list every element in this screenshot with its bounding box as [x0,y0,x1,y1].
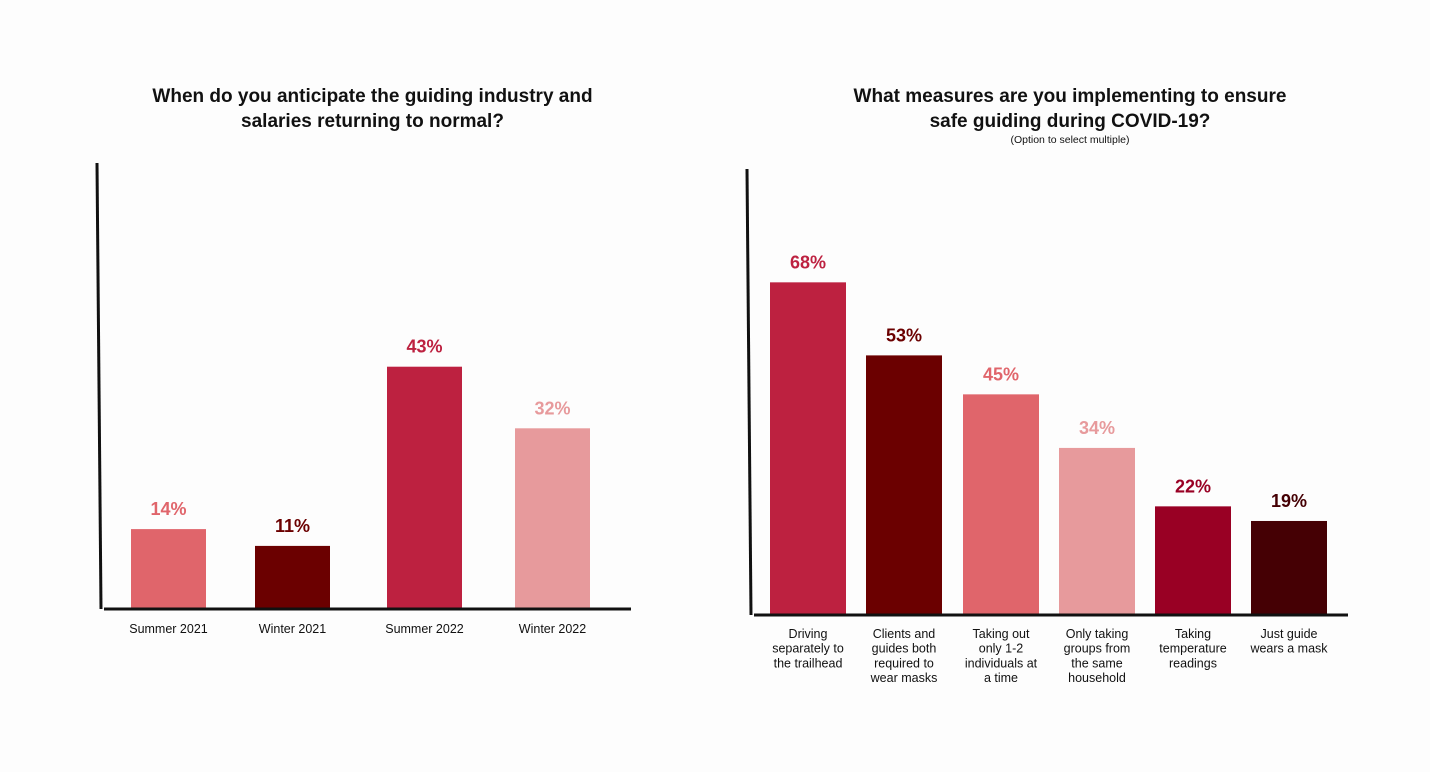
bar-value-label: 53% [886,325,922,345]
chart-2-subtitle: (Option to select multiple) [1010,134,1130,146]
category-label: Winter 2022 [519,622,586,636]
bar [387,366,462,608]
bar-value-label: 14% [150,499,186,519]
category-label: Just guide wears a mask [1249,627,1328,656]
bar-value-label: 43% [406,337,442,357]
category-label: Summer 2021 [129,622,208,636]
chart-1-title: When do you anticipate the guiding indus… [152,86,593,132]
category-label: Only taking groups from the same household [1064,627,1131,685]
bar-value-label: 68% [790,252,826,272]
chart-1: 14% Summer 2021 11% Winter 2021 43% Summer 20… [95,162,631,636]
bar [1155,506,1231,614]
bar-value-label: 34% [1079,418,1115,438]
bar [770,282,846,614]
category-label: Winter 2021 [259,622,326,636]
y-axis-line [95,162,103,610]
category-label: Clients and guides both required to wear ma… [870,627,938,685]
category-label: Summer 2022 [385,622,464,636]
category-label: Driving separately to the trailhead [772,627,844,670]
bar-value-label: 22% [1175,476,1211,496]
category-label: Taking out only 1-2 individuals at a time [965,627,1038,685]
chart-2: 68% Driving separately to the trailhead 53% C… [745,168,1348,685]
bar [963,394,1039,614]
category-label: Taking temperature readings [1159,627,1226,670]
bar [1059,447,1135,614]
y-axis-line [745,168,753,616]
bar [255,545,330,608]
bar-value-label: 32% [534,398,570,418]
bar-value-label: 45% [983,364,1019,384]
bar [1251,520,1327,614]
bar [515,428,590,608]
chart-2-title: What measures are you implementing to en… [853,86,1287,132]
bar [131,529,206,608]
bar [866,355,942,614]
bar-value-label: 19% [1271,491,1307,511]
bar-value-label: 11% [275,516,310,536]
